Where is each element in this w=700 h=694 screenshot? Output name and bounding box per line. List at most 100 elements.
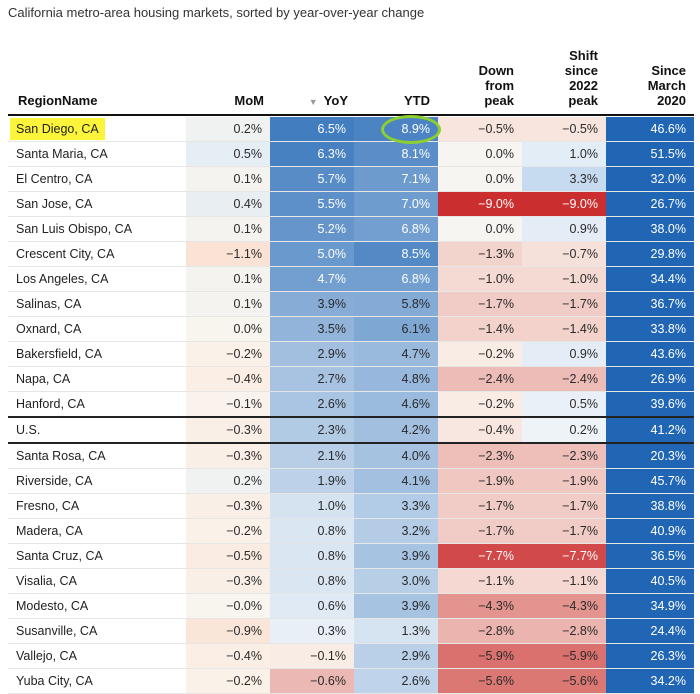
value-cell-yoy: 5.2% (270, 216, 354, 242)
header-mom[interactable]: MoM (234, 93, 264, 108)
table-row: Hanford, CA −0.1% 2.6% 4.6% −0.2% 0.5% 39.6% (8, 391, 694, 418)
value-cell-ytd: 3.0% (354, 568, 438, 594)
header-ytd[interactable]: YTD (404, 93, 430, 108)
value-cell-yoy: 1.0% (270, 493, 354, 519)
value-cell-shift: −1.0% (522, 266, 606, 292)
value-cell-mom: −0.3% (186, 568, 270, 594)
value-cell-ytd: 1.3% (354, 618, 438, 644)
region-name-cell: Crescent City, CA (8, 241, 186, 267)
value-cell-yoy: 6.3% (270, 141, 354, 167)
table-row: Salinas, CA 0.1% 3.9% 5.8% −1.7% −1.7% 36.7% (8, 291, 694, 317)
table-row: Susanville, CA −0.9% 0.3% 1.3% −2.8% −2.8% 24.… (8, 618, 694, 644)
value-cell-yoy: −0.6% (270, 668, 354, 694)
value-cell-down: 0.0% (438, 216, 522, 242)
value-cell-ytd: 7.0% (354, 191, 438, 217)
value-cell-shift: −5.6% (522, 668, 606, 694)
value-cell-since: 51.5% (606, 141, 694, 167)
value-cell-mom: −0.2% (186, 341, 270, 367)
value-cell-yoy: 0.8% (270, 543, 354, 569)
sort-down-triangle-icon[interactable]: ▼ (308, 97, 318, 107)
region-name-cell: Napa, CA (8, 366, 186, 392)
value-cell-down: −5.6% (438, 668, 522, 694)
value-cell-yoy: 2.1% (270, 443, 354, 469)
region-name-cell: San Luis Obispo, CA (8, 216, 186, 242)
region-name-cell: Susanville, CA (8, 618, 186, 644)
value-cell-since: 36.5% (606, 543, 694, 569)
value-cell-yoy: 2.9% (270, 341, 354, 367)
region-name-cell: Yuba City, CA (8, 668, 186, 694)
table-row: Santa Cruz, CA −0.5% 0.8% 3.9% −7.7% −7.7% 36.… (8, 543, 694, 569)
value-cell-yoy: 2.3% (270, 417, 354, 444)
header-shift[interactable]: Shift since 2022 peak (564, 48, 598, 108)
table-row: Madera, CA −0.2% 0.8% 3.2% −1.7% −1.7% 40.9% (8, 518, 694, 544)
region-name-cell: Vallejo, CA (8, 643, 186, 669)
value-cell-down: −1.1% (438, 568, 522, 594)
value-cell-mom: 0.1% (186, 266, 270, 292)
value-cell-down: −0.2% (438, 341, 522, 367)
value-cell-shift: 0.2% (522, 417, 606, 444)
region-name-cell: Salinas, CA (8, 291, 186, 317)
value-cell-yoy: 0.8% (270, 568, 354, 594)
value-cell-down: −1.7% (438, 291, 522, 317)
chart-subtitle: California metro-area housing markets, s… (8, 5, 425, 20)
value-cell-yoy: 6.5% (270, 117, 354, 142)
value-cell-mom: −0.4% (186, 643, 270, 669)
region-name-cell: Bakersfield, CA (8, 341, 186, 367)
value-cell-mom: 0.1% (186, 216, 270, 242)
value-cell-shift: −2.3% (522, 443, 606, 469)
table-row-us: U.S. −0.3% 2.3% 4.2% −0.4% 0.2% 41.2% (8, 417, 694, 444)
value-cell-ytd: 6.1% (354, 316, 438, 342)
table-row: Santa Rosa, CA −0.3% 2.1% 4.0% −2.3% −2.3% 20.… (8, 443, 694, 469)
value-cell-mom: 0.4% (186, 191, 270, 217)
value-cell-since: 38.8% (606, 493, 694, 519)
value-cell-since: 33.8% (606, 316, 694, 342)
value-cell-shift: −1.1% (522, 568, 606, 594)
table-row: San Jose, CA 0.4% 5.5% 7.0% −9.0% −9.0% 26.7% (8, 191, 694, 217)
value-cell-ytd: 4.7% (354, 341, 438, 367)
table-row: Riverside, CA 0.2% 1.9% 4.1% −1.9% −1.9% 45.7% (8, 468, 694, 494)
value-cell-down: −2.3% (438, 443, 522, 469)
value-cell-yoy: 5.0% (270, 241, 354, 267)
value-cell-since: 34.2% (606, 668, 694, 694)
value-cell-yoy: −0.1% (270, 643, 354, 669)
region-name-cell: Fresno, CA (8, 493, 186, 519)
value-cell-yoy: 0.6% (270, 593, 354, 619)
value-cell-shift: −0.7% (522, 241, 606, 267)
value-cell-yoy: 3.5% (270, 316, 354, 342)
value-cell-yoy: 2.6% (270, 391, 354, 418)
header-name[interactable]: RegionName (18, 93, 98, 108)
value-cell-yoy: 0.3% (270, 618, 354, 644)
highlighted-region-label: San Diego, CA (10, 118, 105, 140)
value-cell-mom: 0.1% (186, 291, 270, 317)
value-cell-ytd: 2.6% (354, 668, 438, 694)
value-cell-since: 26.9% (606, 366, 694, 392)
region-name-cell: Los Angeles, CA (8, 266, 186, 292)
region-name-cell: Riverside, CA (8, 468, 186, 494)
value-cell-mom: −1.1% (186, 241, 270, 267)
value-cell-mom: −0.0% (186, 593, 270, 619)
value-cell-yoy: 2.7% (270, 366, 354, 392)
header-since[interactable]: Since March 2020 (647, 63, 686, 108)
value-cell-mom: −0.1% (186, 391, 270, 418)
value-cell-down: −5.9% (438, 643, 522, 669)
value-cell-since: 32.0% (606, 166, 694, 192)
header-down[interactable]: Down from peak (478, 63, 514, 108)
data-table: San Diego, CA 0.2% 6.5% 8.9% −0.5% −0.5% 46.6%… (8, 117, 694, 694)
value-cell-down: −1.9% (438, 468, 522, 494)
value-cell-down: 0.0% (438, 166, 522, 192)
table-row: Bakersfield, CA −0.2% 2.9% 4.7% −0.2% 0.9% 43.… (8, 341, 694, 367)
table-row: Los Angeles, CA 0.1% 4.7% 6.8% −1.0% −1.0% 34.… (8, 266, 694, 292)
region-name-cell: San Jose, CA (8, 191, 186, 217)
region-name-cell: Santa Rosa, CA (8, 443, 186, 469)
value-cell-down: −1.7% (438, 518, 522, 544)
value-cell-shift: −1.9% (522, 468, 606, 494)
ytd-highlight-circle (381, 115, 441, 144)
value-cell-mom: −0.2% (186, 518, 270, 544)
value-cell-shift: −1.7% (522, 291, 606, 317)
header-yoy[interactable]: ▼ YoY (308, 93, 348, 108)
table-row: Modesto, CA −0.0% 0.6% 3.9% −4.3% −4.3% 34.9% (8, 593, 694, 619)
value-cell-since: 46.6% (606, 117, 694, 142)
value-cell-down: −2.8% (438, 618, 522, 644)
value-cell-mom: −0.2% (186, 668, 270, 694)
value-cell-down: −0.5% (438, 117, 522, 142)
